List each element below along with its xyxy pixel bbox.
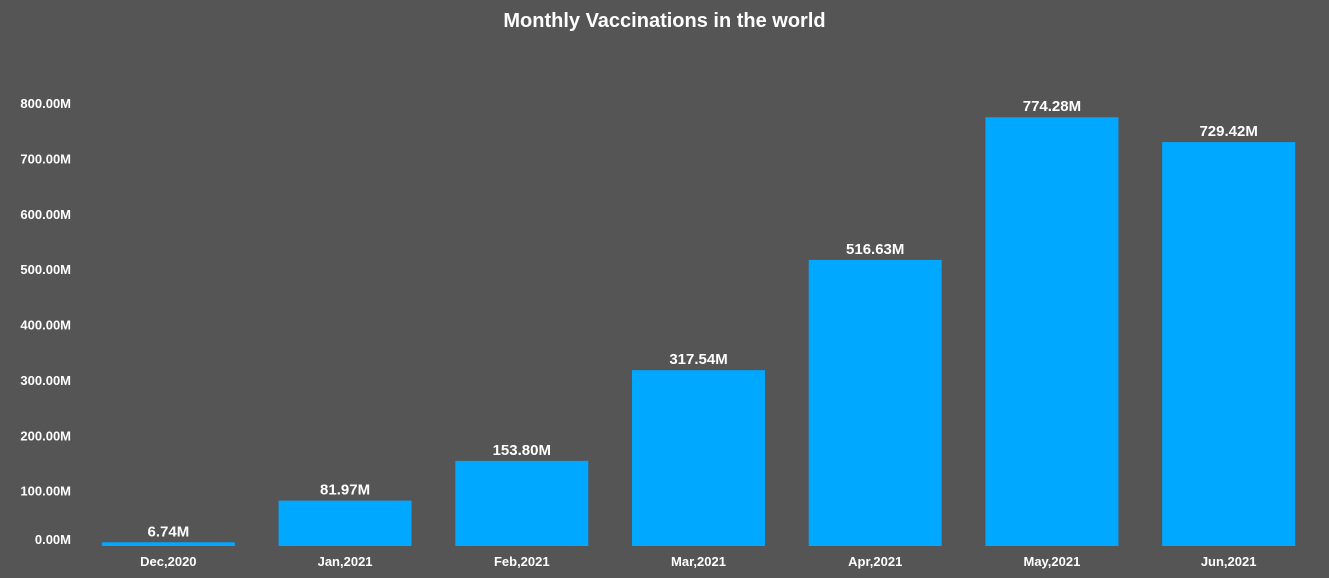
bar[interactable] [278, 500, 412, 546]
bar[interactable] [632, 370, 765, 546]
x-tick-label: Apr,2021 [848, 554, 902, 569]
y-tick-label: 500.00M [20, 262, 71, 277]
bar-value-label: 774.28M [1023, 98, 1081, 115]
x-tick-label: Jan,2021 [318, 554, 373, 569]
bar-value-label: 153.80M [493, 442, 551, 459]
y-axis: 0.00M 100.00M 200.00M 300.00M 400.00M 500.00M… [20, 96, 71, 547]
bar-value-label: 81.97M [320, 482, 370, 499]
y-tick-label: 800.00M [20, 96, 71, 111]
bars: 6.74M 81.97M 153.80M 317.54M 516.63M 774.28M 7… [101, 98, 1296, 547]
bar[interactable] [455, 460, 589, 546]
bar-value-label: 729.42M [1199, 123, 1257, 140]
x-tick-label: Mar,2021 [671, 554, 726, 569]
bar-value-label: 516.63M [846, 241, 904, 258]
chart-title: Monthly Vaccinations in the world [503, 10, 826, 32]
bar[interactable] [808, 259, 942, 546]
x-axis: Dec,2020 Jan,2021 Feb,2021 Mar,2021 Apr,2021… [140, 554, 1256, 569]
x-tick-label: Dec,2020 [140, 554, 196, 569]
x-tick-label: May,2021 [1023, 554, 1080, 569]
y-tick-label: 400.00M [20, 318, 71, 333]
y-tick-label: 200.00M [20, 428, 71, 443]
bar[interactable] [985, 117, 1119, 547]
y-tick-label: 100.00M [20, 484, 71, 499]
y-tick-label: 0.00M [35, 532, 71, 547]
y-tick-label: 700.00M [20, 151, 71, 166]
y-tick-label: 300.00M [20, 373, 71, 388]
bar-value-label: 6.74M [148, 523, 190, 540]
x-tick-label: Jun,2021 [1201, 554, 1257, 569]
x-tick-label: Feb,2021 [494, 554, 550, 569]
bar[interactable] [101, 542, 235, 546]
bar[interactable] [1162, 142, 1296, 546]
bar-value-label: 317.54M [669, 351, 727, 368]
y-tick-label: 600.00M [20, 207, 71, 222]
